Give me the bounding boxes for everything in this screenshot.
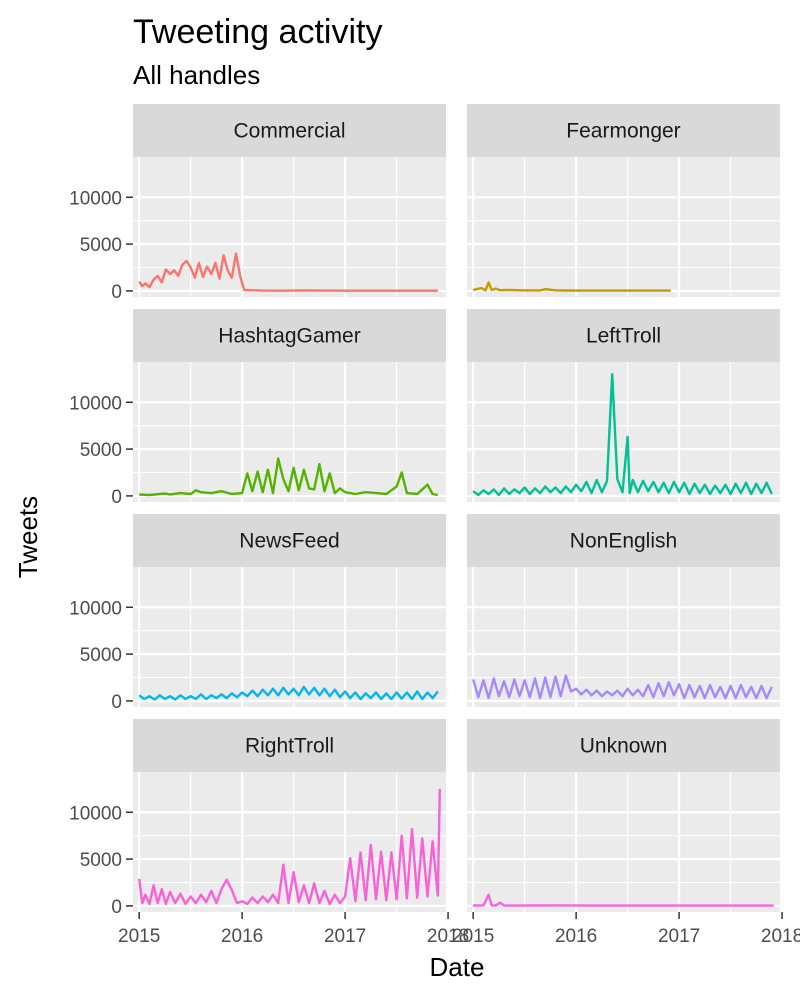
facet-panel: NewsFeed 0 5000 10000: [69, 514, 450, 713]
facet-strip-label: NonEnglish: [570, 530, 677, 553]
series-line: [138, 685, 439, 701]
facet-panel: Commercial 0 5000 10000: [69, 104, 450, 303]
x-tick-label: 2017: [658, 926, 700, 947]
facet-strip: [133, 104, 446, 157]
y-tick-label: 5000: [80, 645, 122, 666]
facet-strip-label: HashtagGamer: [218, 325, 360, 348]
y-tick-label: 5000: [80, 235, 122, 256]
panel-background: [467, 567, 780, 707]
series-line: [139, 457, 439, 497]
panel-background: [133, 157, 446, 297]
facet-panel: RightTroll 0 5000 10000 2015 2016 2017 2018: [69, 719, 469, 947]
chart-subtitle: All handles: [133, 60, 260, 90]
y-tick-label: 5000: [80, 440, 122, 461]
x-tick-label: 2015: [118, 926, 160, 947]
series-line: [138, 788, 441, 906]
facet-panel: Fearmonger: [467, 104, 784, 297]
facet-strip-label: Commercial: [233, 120, 345, 143]
facet-panel: LeftTroll: [467, 309, 784, 502]
facet-panel: Unknown 2015 2016 2017 2018: [452, 719, 800, 947]
chart-title: Tweeting activity: [133, 13, 382, 51]
y-tick-label: 0: [111, 692, 122, 713]
series-line: [473, 893, 774, 907]
facet-strip-label: RightTroll: [245, 735, 334, 758]
facet-strip: [467, 514, 780, 567]
x-tick-label: 2016: [221, 926, 263, 947]
facet-strip: [467, 104, 780, 157]
series-line: [472, 373, 773, 497]
facet-panel: NonEnglish: [467, 514, 784, 707]
facet-strip-label: LeftTroll: [586, 325, 661, 348]
x-axis-title: Date: [430, 952, 485, 982]
series-line: [472, 674, 773, 700]
x-tick-label: 2015: [452, 926, 494, 947]
y-tick-label: 0: [111, 897, 122, 918]
y-tick-label: 10000: [69, 598, 122, 619]
facet-panels: Commercial 0 5000 10000 Fearmonger HashtagGam…: [69, 104, 800, 947]
y-tick-label: 10000: [69, 393, 122, 414]
facet-strip: [133, 719, 446, 772]
series-line: [138, 252, 438, 292]
y-tick-label: 0: [111, 282, 122, 303]
facet-strip-label: Unknown: [580, 735, 668, 758]
panel-background: [133, 362, 446, 502]
y-tick-label: 5000: [80, 850, 122, 871]
y-tick-label: 10000: [69, 803, 122, 824]
panel-background: [133, 772, 446, 912]
y-axis-title: Tweets: [13, 496, 43, 578]
facet-strip: [133, 514, 446, 567]
facet-strip-label: NewsFeed: [239, 530, 339, 553]
facet-strip-label: Fearmonger: [566, 120, 680, 143]
series-line: [472, 281, 671, 292]
x-tick-label: 2017: [324, 926, 366, 947]
x-tick-label: 2016: [555, 926, 597, 947]
facet-panel: HashtagGamer 0 5000 10000: [69, 309, 450, 508]
panel-background: [467, 157, 780, 297]
x-tick-label: 2018: [761, 926, 800, 947]
y-tick-label: 10000: [69, 188, 122, 209]
facet-strip: [467, 719, 780, 772]
panel-background: [467, 772, 780, 912]
panel-background: [133, 567, 446, 707]
y-tick-label: 0: [111, 487, 122, 508]
facet-strip: [467, 309, 780, 362]
x-tick-label: 2018: [427, 926, 469, 947]
facet-strip: [133, 309, 446, 362]
